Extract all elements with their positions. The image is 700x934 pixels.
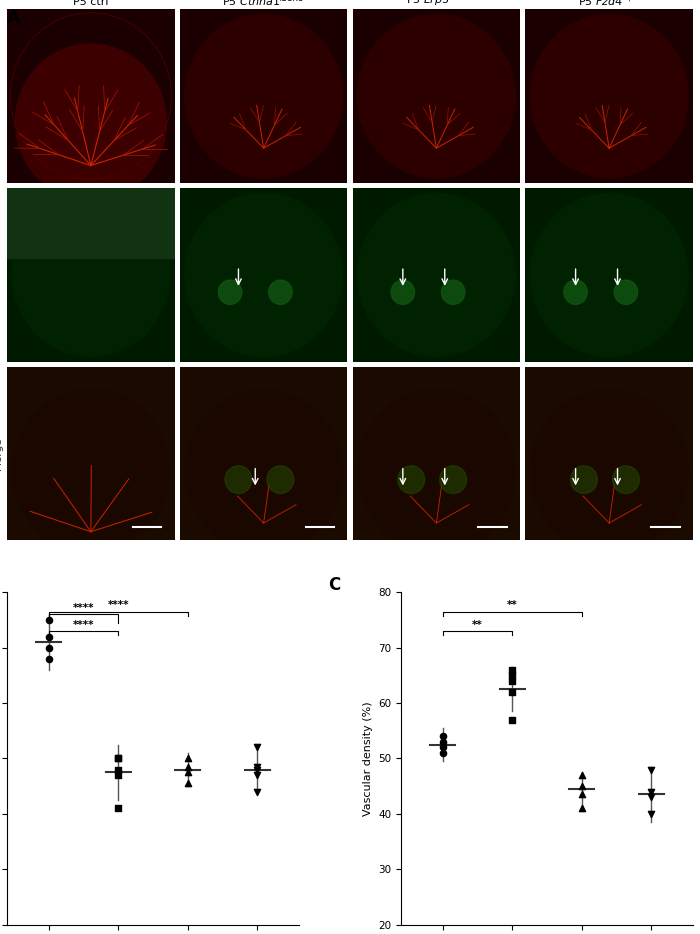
Bar <box>7 188 175 258</box>
Y-axis label: Isolectin B4: Isolectin B4 <box>0 65 3 126</box>
Point <box>113 762 124 777</box>
Text: **: ** <box>507 601 518 611</box>
Point <box>438 745 449 760</box>
Point <box>645 806 657 821</box>
Point <box>507 668 518 683</box>
Y-axis label: Merge: Merge <box>0 437 3 470</box>
Circle shape <box>391 280 414 304</box>
Circle shape <box>570 466 597 493</box>
Text: ****: **** <box>108 601 129 611</box>
Circle shape <box>185 15 342 177</box>
Title: P5 ctrl: P5 ctrl <box>73 0 108 7</box>
Text: ****: **** <box>73 602 94 613</box>
Circle shape <box>15 44 167 200</box>
Point <box>507 685 518 700</box>
Circle shape <box>398 466 425 493</box>
Point <box>645 790 657 805</box>
Text: **: ** <box>473 620 483 630</box>
Title: P5 $\it{Ctnna1}$$^{iECKO}$: P5 $\it{Ctnna1}$$^{iECKO}$ <box>222 0 305 8</box>
Circle shape <box>531 15 688 177</box>
Circle shape <box>531 193 688 357</box>
Point <box>507 673 518 688</box>
Circle shape <box>440 466 467 493</box>
Point <box>182 751 193 766</box>
Circle shape <box>564 280 587 304</box>
Point <box>576 779 587 794</box>
Text: C: C <box>328 575 340 594</box>
Point <box>182 765 193 780</box>
Circle shape <box>185 389 342 553</box>
Point <box>113 751 124 766</box>
Circle shape <box>185 193 342 357</box>
Circle shape <box>358 193 515 357</box>
Point <box>43 640 55 655</box>
Point <box>251 762 262 777</box>
Circle shape <box>531 389 688 553</box>
Point <box>576 787 587 802</box>
Circle shape <box>269 280 292 304</box>
Point <box>251 759 262 774</box>
Point <box>507 713 518 728</box>
Circle shape <box>267 466 294 493</box>
Title: P5 $\it{Fzd4}$$^{-/-}$: P5 $\it{Fzd4}$$^{-/-}$ <box>578 0 640 8</box>
Circle shape <box>358 389 515 553</box>
Point <box>251 740 262 755</box>
Circle shape <box>12 193 169 357</box>
Point <box>645 762 657 777</box>
Point <box>251 768 262 783</box>
Circle shape <box>612 466 639 493</box>
Point <box>182 776 193 791</box>
Point <box>645 785 657 800</box>
Circle shape <box>442 280 465 304</box>
Point <box>113 768 124 783</box>
Circle shape <box>614 280 638 304</box>
Circle shape <box>12 389 169 553</box>
Point <box>438 729 449 743</box>
Point <box>576 768 587 783</box>
Point <box>113 800 124 815</box>
Point <box>113 751 124 766</box>
Point <box>251 785 262 800</box>
Circle shape <box>225 466 252 493</box>
Text: A: A <box>7 9 20 27</box>
Point <box>43 651 55 666</box>
Y-axis label: Vascular density (%): Vascular density (%) <box>363 701 372 815</box>
Point <box>43 613 55 628</box>
Title: P5 $\it{Lrp5}$$^{-/-}$: P5 $\it{Lrp5}$$^{-/-}$ <box>406 0 467 9</box>
Circle shape <box>358 15 515 177</box>
Y-axis label: Ter119: Ter119 <box>0 257 3 292</box>
Point <box>507 662 518 677</box>
Point <box>182 759 193 774</box>
Circle shape <box>218 280 242 304</box>
Point <box>438 740 449 755</box>
Text: ****: **** <box>73 620 94 630</box>
Point <box>438 734 449 749</box>
Point <box>43 630 55 644</box>
Point <box>576 800 587 815</box>
